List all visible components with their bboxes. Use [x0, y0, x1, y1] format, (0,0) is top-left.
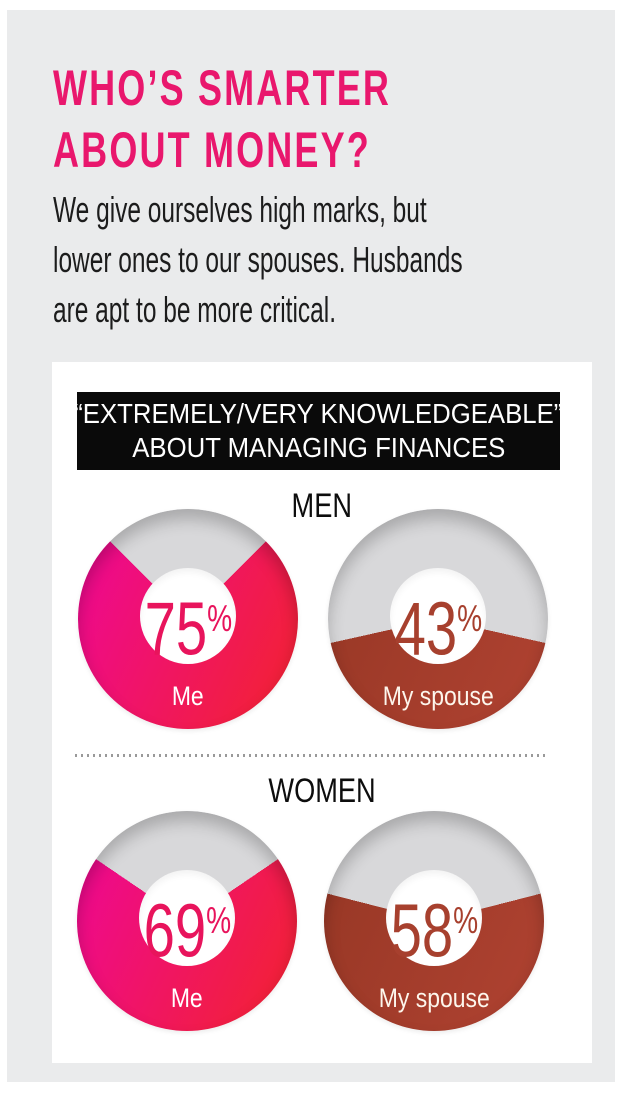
donut-label: Me: [78, 682, 298, 710]
donut-value: 43%: [328, 585, 548, 666]
donut-value-number: 75: [144, 586, 207, 671]
donut-chart-men-me: 75% Me: [78, 509, 298, 729]
donut-label-text: My spouse: [382, 681, 494, 711]
donut-chart-men-my-spouse: 43% My spouse: [328, 509, 548, 729]
donut-value-number: 58: [390, 888, 453, 973]
page-title-line2: ABOUT MONEY?: [53, 122, 371, 178]
page-title-line1: WHO’S SMARTER: [53, 60, 392, 116]
infographic-panel: WHO’S SMARTER ABOUT MONEY? We give ourse…: [7, 10, 615, 1082]
donut-value: 69%: [77, 887, 297, 968]
donut-hole: [140, 568, 236, 664]
group-heading-label: WOMEN: [268, 772, 376, 810]
donut-chart-women-me: 69% Me: [77, 811, 297, 1031]
percent-sign: %: [206, 596, 232, 639]
group-heading-men: MEN: [52, 486, 592, 526]
donut-label: Me: [77, 984, 297, 1012]
chart-title-banner: “EXTREMELY/VERY KNOWLEDGEABLE” ABOUT MAN…: [74, 392, 563, 470]
donut-value: 58%: [324, 887, 544, 968]
group-heading-label: MEN: [291, 487, 353, 525]
page-subtitle-line3: are apt to be more critical.: [53, 289, 337, 330]
donut-hole: [390, 568, 486, 664]
chart-title-line1: “EXTREMELY/VERY KNOWLEDGEABLE”: [74, 398, 563, 429]
donut-value-number: 43: [394, 586, 457, 671]
page-subtitle: We give ourselves high marks, but lower …: [53, 185, 623, 335]
donut-label-text: My spouse: [378, 983, 490, 1013]
donut-chart-women-my-spouse: 58% My spouse: [324, 811, 544, 1031]
donut-value-number: 69: [143, 888, 206, 973]
group-heading-women: WOMEN: [52, 771, 592, 811]
donut-value: 75%: [78, 585, 298, 666]
donut-label: My spouse: [324, 984, 544, 1012]
percent-sign: %: [205, 898, 231, 941]
donut-label-text: Me: [171, 983, 203, 1013]
donut-label: My spouse: [328, 682, 548, 710]
percent-sign: %: [452, 898, 478, 941]
page-subtitle-line2: lower ones to our spouses. Husbands: [53, 239, 463, 280]
chart-card: “EXTREMELY/VERY KNOWLEDGEABLE” ABOUT MAN…: [52, 362, 592, 1063]
donut-hole: [139, 870, 235, 966]
page-subtitle-line1: We give ourselves high marks, but: [53, 189, 427, 230]
chart-title-line2: ABOUT MANAGING FINANCES: [131, 432, 506, 463]
dotted-divider: [75, 754, 545, 757]
page-title: WHO’S SMARTER ABOUT MONEY?: [53, 57, 523, 181]
donut-hole: [386, 870, 482, 966]
percent-sign: %: [456, 596, 482, 639]
donut-label-text: Me: [172, 681, 204, 711]
